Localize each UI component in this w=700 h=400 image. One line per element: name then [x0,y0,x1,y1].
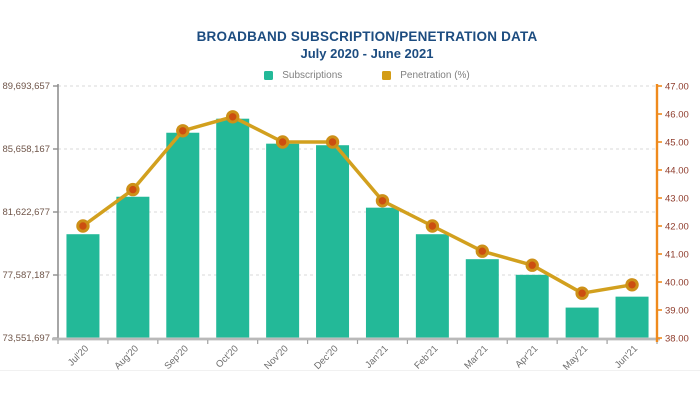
right-axis-label: 39.00 [665,306,689,317]
right-axis-label: 47.00 [665,82,689,93]
chart-subtitle: July 2020 - June 2021 [300,46,434,61]
left-axis-label: 73,551,697 [2,333,50,344]
legend-item-penetration: Penetration (%) [382,70,470,81]
line-point-Jun'21 [625,278,639,292]
x-axis-label: Apr'21 [513,343,540,370]
x-axis-label: Feb'21 [412,343,440,371]
penetration-swatch-icon [382,71,392,80]
penetration-line [81,115,634,295]
bar-Oct'20 [216,118,250,338]
line-point-Mar'21 [475,244,489,258]
right-axis-label: 44.00 [665,166,689,177]
legend-label-penetration: Penetration (%) [400,70,470,81]
x-axis-label: Sep'20 [162,343,190,371]
right-axis-label: 46.00 [665,110,689,121]
right-axis-label: 38.00 [665,334,689,345]
chart-header: BROADBAND SUBSCRIPTION/PENETRATION DATA … [34,29,700,81]
legend: Subscriptions Penetration (%) [34,70,700,81]
line-point-Apr'21 [525,258,539,272]
chart-title: BROADBAND SUBSCRIPTION/PENETRATION DATA [196,29,538,44]
right-axis-label: 45.00 [665,138,689,149]
right-axis-label: 42.00 [665,222,689,233]
line-point-Aug'20 [126,182,140,197]
x-axis-label: Mar'21 [462,343,490,371]
line-point-Jan'21 [375,194,390,208]
left-axis-label: 85,658,167 [2,144,50,155]
x-axis-label: Jul'20 [66,343,91,368]
bar-Nov'20 [266,143,300,338]
left-axis-label: 81,622,677 [2,207,50,218]
bar-Jan'21 [365,207,399,338]
right-axis-label: 43.00 [665,194,689,205]
subscriptions-swatch-icon [264,71,274,80]
x-axis-label: Jun'21 [613,343,640,370]
line-point-Oct'20 [226,110,240,124]
bar-Jun'21 [615,296,649,338]
line-point-Jul'20 [76,219,90,233]
left-axis-label: 77,587,187 [2,270,50,281]
legend-item-subscriptions: Subscriptions [264,70,342,81]
right-axis-label: 40.00 [665,278,689,289]
line-point-Feb'21 [425,219,440,233]
bar-May'21 [565,307,599,338]
x-axis-label: May'21 [561,343,590,372]
x-axis-label: Jan'21 [363,343,390,370]
left-axis-label: 89,693,657 [2,81,50,92]
x-axis-label: Dec'20 [312,343,340,371]
line-point-May'21 [575,286,589,300]
line-point-Sep'20 [176,124,190,138]
bar-Feb'21 [415,234,449,338]
bar-Dec'20 [316,145,350,338]
bar-Apr'21 [515,274,549,338]
x-axis-label: Oct'20 [214,343,241,370]
line-point-Nov'20 [275,135,290,149]
x-axis-label: Aug'20 [113,343,141,371]
legend-label-subscriptions: Subscriptions [282,70,343,81]
line-point-Dec'20 [325,135,340,149]
bar-Sep'20 [166,132,200,338]
bar-Jul'20 [66,234,100,338]
bar-Aug'20 [116,196,150,338]
bar-Mar'21 [465,259,499,338]
right-axis-label: 41.00 [665,250,689,261]
x-axis-label: Nov'20 [262,343,290,371]
